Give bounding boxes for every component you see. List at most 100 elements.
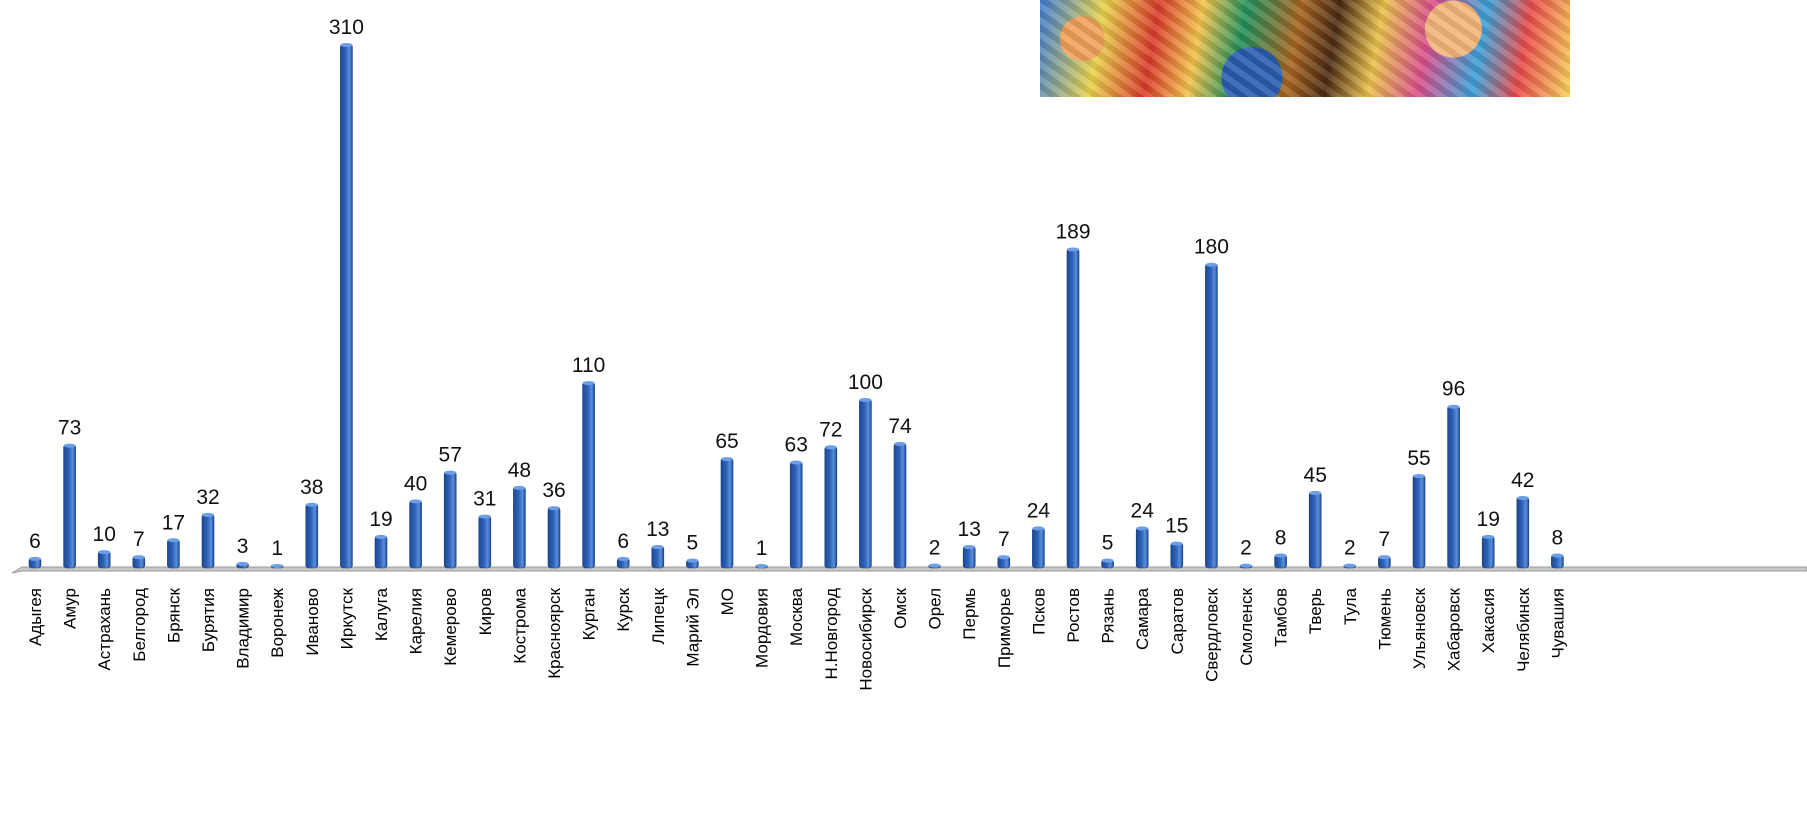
category-label: Красноярск xyxy=(545,587,564,678)
category-label: Амур xyxy=(61,588,80,629)
category-label: Адыгея xyxy=(26,588,45,646)
category-label: Кострома xyxy=(510,587,529,663)
category-label: Москва xyxy=(787,587,806,646)
bar-cap xyxy=(29,556,41,561)
data-label: 7 xyxy=(1379,528,1391,551)
bar-cap xyxy=(409,499,422,504)
data-label: 15 xyxy=(1165,515,1188,538)
data-label: 19 xyxy=(1477,508,1500,531)
category-label: Пермь xyxy=(960,588,979,640)
category-label: Рязань xyxy=(1099,588,1118,644)
category-label: Орел xyxy=(926,588,945,630)
data-label: 19 xyxy=(369,508,392,531)
bar xyxy=(1516,496,1530,569)
data-label: 2 xyxy=(1344,537,1356,560)
bar-cap xyxy=(305,502,318,507)
category-label: Иваново xyxy=(303,588,322,656)
category-label: Мордовия xyxy=(753,588,772,668)
category-label: Тамбов xyxy=(1272,588,1291,647)
bar xyxy=(1412,474,1426,569)
bar xyxy=(305,503,319,569)
bar xyxy=(582,381,595,569)
bar-cap xyxy=(236,561,249,566)
data-label: 7 xyxy=(998,528,1010,551)
category-label: Курск xyxy=(614,587,633,631)
data-label: 17 xyxy=(162,511,185,534)
category-label: Карелия xyxy=(407,588,426,654)
data-label: 24 xyxy=(1131,499,1155,522)
bar-cap xyxy=(1170,541,1183,546)
category-label: Бурятия xyxy=(199,588,218,652)
data-label: 74 xyxy=(888,415,912,438)
data-label: 65 xyxy=(715,430,738,453)
bar xyxy=(1135,527,1149,569)
category-label: Омск xyxy=(891,587,910,628)
category-label: Липецк xyxy=(649,587,668,644)
bar-cap xyxy=(686,558,699,563)
data-label: 189 xyxy=(1055,221,1090,244)
bar-cap xyxy=(928,563,941,568)
bar xyxy=(340,43,353,569)
data-label: 2 xyxy=(929,537,941,560)
data-label: 42 xyxy=(1511,469,1534,492)
data-label: 8 xyxy=(1552,526,1564,549)
category-label: Хабаровск xyxy=(1445,587,1464,671)
data-label: 36 xyxy=(542,479,565,502)
bar xyxy=(1308,491,1322,569)
category-label: Приморье xyxy=(995,588,1014,668)
data-label: 72 xyxy=(819,418,842,441)
bar xyxy=(1205,263,1218,569)
data-label: 31 xyxy=(473,488,496,511)
bar xyxy=(167,538,180,569)
bar-cap xyxy=(1274,553,1287,558)
bar-cap xyxy=(548,506,560,511)
bar-cap xyxy=(1413,474,1425,479)
bar-cap xyxy=(1378,555,1391,560)
bar xyxy=(409,500,422,569)
data-label: 13 xyxy=(958,518,981,541)
data-label: 1 xyxy=(271,537,283,560)
data-label: 73 xyxy=(58,417,81,440)
data-label: 5 xyxy=(687,532,699,555)
bar-cap xyxy=(617,556,630,561)
bar-cap xyxy=(1516,496,1529,501)
bar xyxy=(1170,542,1184,569)
data-label: 3 xyxy=(237,535,249,558)
data-label: 1 xyxy=(756,537,768,560)
category-label: Ульяновск xyxy=(1410,587,1429,669)
data-label: 10 xyxy=(93,523,116,546)
bar xyxy=(1066,248,1080,569)
bar-cap xyxy=(963,545,976,550)
category-label: Марий Эл xyxy=(683,588,702,667)
bar-cap xyxy=(582,381,595,386)
bar xyxy=(513,486,526,569)
data-label: 6 xyxy=(617,530,629,553)
category-label: Самара xyxy=(1133,587,1152,650)
data-label: 40 xyxy=(404,472,427,495)
category-label: МО xyxy=(718,588,737,615)
category-label: Свердловск xyxy=(1202,587,1221,681)
bar-cap xyxy=(444,470,457,475)
data-label: 63 xyxy=(785,434,808,457)
category-label: Воронеж xyxy=(268,587,287,657)
category-label: Саратов xyxy=(1168,588,1187,655)
bar xyxy=(859,398,872,569)
category-label: Чувашия xyxy=(1548,588,1567,658)
bar-cap xyxy=(202,512,214,517)
bar xyxy=(824,445,838,569)
bar-cap xyxy=(1343,563,1356,568)
category-label: Белгород xyxy=(130,588,149,662)
bar xyxy=(547,506,561,569)
bar xyxy=(201,513,215,569)
data-label: 100 xyxy=(848,371,883,394)
bar-cap xyxy=(755,564,768,568)
bar-cap xyxy=(271,564,284,568)
bar-cap xyxy=(513,485,526,490)
bar-cap xyxy=(340,43,353,47)
bar-cap xyxy=(98,550,111,555)
category-label: Тула xyxy=(1341,587,1360,624)
category-label: Челябинск xyxy=(1514,587,1533,671)
bar-cap xyxy=(1447,404,1460,409)
bar-cap xyxy=(1482,534,1495,539)
data-label: 45 xyxy=(1304,464,1327,487)
